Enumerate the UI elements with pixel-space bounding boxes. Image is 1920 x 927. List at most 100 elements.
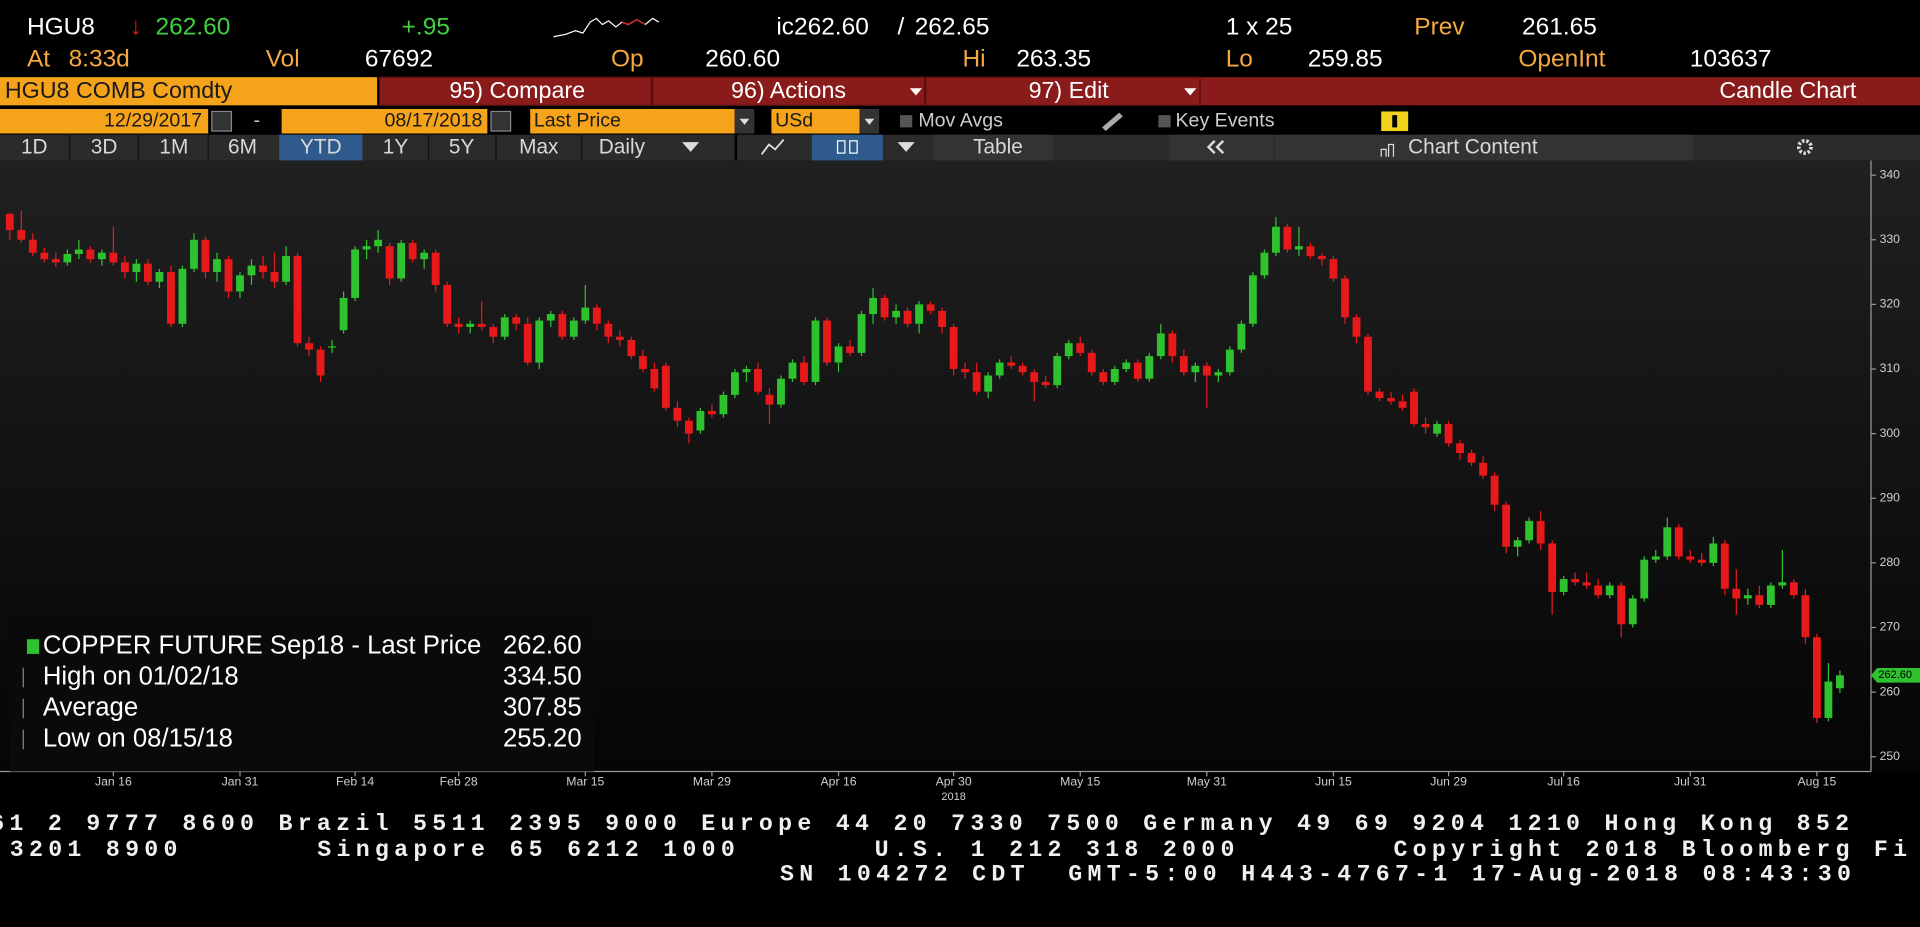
candle-body bbox=[684, 420, 693, 434]
candle-body bbox=[731, 372, 739, 395]
period-button[interactable]: 6M bbox=[228, 136, 257, 159]
end-date-field[interactable] bbox=[281, 109, 488, 134]
calendar-button[interactable] bbox=[490, 110, 512, 132]
candle-body bbox=[1214, 372, 1223, 376]
candle-body bbox=[1295, 246, 1303, 250]
candle-body bbox=[109, 252, 118, 263]
checkbox[interactable] bbox=[1158, 115, 1171, 128]
candle-body bbox=[443, 284, 452, 324]
candle-body bbox=[892, 310, 900, 318]
candle-body bbox=[604, 323, 613, 337]
candle-body bbox=[984, 375, 993, 392]
candle-body bbox=[535, 320, 544, 363]
oi-label: OpenInt bbox=[1518, 45, 1605, 72]
candle-body bbox=[120, 262, 129, 273]
candle-body bbox=[1398, 401, 1407, 408]
candle-body bbox=[926, 304, 935, 311]
actions-button[interactable] bbox=[652, 76, 926, 106]
candle-body bbox=[1076, 343, 1085, 353]
candle-body bbox=[949, 327, 958, 370]
period-button[interactable]: 1D bbox=[21, 136, 48, 159]
candle-body bbox=[1053, 356, 1062, 386]
candle-body bbox=[846, 346, 854, 353]
edit-button[interactable] bbox=[925, 76, 1201, 106]
candle-body bbox=[1732, 588, 1741, 599]
quote-header: HGU8 ↓ 262.60 +.95 ic262.60 / 262.65 1 x… bbox=[27, 14, 1772, 73]
vol-label: Vol bbox=[266, 45, 300, 72]
candle-body bbox=[1513, 540, 1522, 547]
period-button[interactable]: YTD bbox=[300, 136, 342, 159]
y-tick-label: 310 bbox=[1880, 361, 1901, 375]
period-button[interactable]: Max bbox=[519, 136, 559, 159]
candle-body bbox=[17, 230, 26, 240]
candle-body bbox=[719, 394, 728, 415]
candle-body bbox=[558, 314, 567, 337]
collapse-icon bbox=[1206, 139, 1225, 154]
candle-body bbox=[1410, 391, 1418, 424]
vol: 67692 bbox=[365, 45, 433, 72]
view-name: Candle Chart bbox=[1719, 77, 1857, 103]
period-button[interactable]: 1Y bbox=[383, 136, 409, 159]
candle-body bbox=[800, 362, 808, 382]
candle-body bbox=[1318, 255, 1326, 260]
collapse-button[interactable] bbox=[1169, 134, 1274, 161]
candle-body bbox=[1087, 352, 1096, 373]
candle-body bbox=[1168, 333, 1177, 357]
period-button[interactable]: 3D bbox=[91, 136, 118, 159]
y-tick-label: 330 bbox=[1880, 232, 1901, 246]
candle-body bbox=[247, 265, 256, 276]
candle-body bbox=[51, 259, 60, 263]
period-button[interactable]: 1M bbox=[159, 136, 188, 159]
checkbox[interactable] bbox=[900, 115, 913, 128]
direction-arrow: ↓ bbox=[130, 14, 142, 41]
chart-content-icon bbox=[1380, 143, 1395, 157]
x-tick-label: Apr 16 bbox=[821, 775, 857, 789]
candle-body bbox=[1628, 598, 1637, 625]
candle-body bbox=[1375, 391, 1384, 399]
candle-body bbox=[454, 323, 463, 328]
candle-body bbox=[190, 239, 198, 269]
x-tick-label: May 15 bbox=[1060, 775, 1100, 789]
candle-icon bbox=[849, 140, 858, 154]
candle-icon-button[interactable] bbox=[811, 134, 883, 161]
candle-body bbox=[1064, 343, 1073, 357]
candle-body bbox=[708, 411, 716, 415]
candle-body bbox=[1594, 585, 1603, 596]
dropdown-arrow bbox=[739, 118, 750, 125]
legend-value: 255.20 bbox=[503, 724, 582, 752]
legend-swatch bbox=[26, 639, 40, 654]
period-button[interactable]: 5Y bbox=[449, 136, 475, 159]
pencil-icon[interactable] bbox=[1102, 112, 1123, 132]
dropdown-arrow bbox=[897, 142, 915, 152]
candle-body bbox=[1824, 681, 1833, 718]
settings-icon[interactable] bbox=[1796, 139, 1813, 155]
candle-body bbox=[961, 369, 970, 373]
candle-body bbox=[328, 346, 336, 348]
candle-body bbox=[523, 323, 532, 363]
currency-select[interactable] bbox=[771, 109, 860, 134]
candle-body bbox=[569, 320, 578, 337]
calendar-button[interactable] bbox=[211, 110, 233, 132]
frequency[interactable]: Daily bbox=[599, 136, 646, 159]
candle-body bbox=[97, 252, 106, 260]
candle-body bbox=[408, 242, 417, 260]
field-select[interactable] bbox=[530, 109, 735, 134]
candle-body bbox=[1801, 595, 1810, 638]
line-chart-icon[interactable] bbox=[760, 139, 785, 155]
security-field[interactable] bbox=[0, 77, 378, 106]
candle-body bbox=[777, 378, 785, 405]
y-tick-label: 320 bbox=[1880, 297, 1901, 311]
table-button[interactable] bbox=[933, 134, 1054, 161]
candle-body bbox=[500, 317, 509, 337]
candle-body bbox=[615, 336, 624, 340]
candle-body bbox=[1755, 595, 1764, 605]
dropdown-arrow bbox=[682, 142, 700, 152]
candle-body bbox=[1720, 543, 1729, 589]
candle-body bbox=[1145, 356, 1154, 379]
prev: 261.65 bbox=[1522, 14, 1597, 41]
x-tick-label: Mar 29 bbox=[693, 775, 731, 789]
x-tick-label: Jul 16 bbox=[1547, 775, 1580, 789]
chart-content-button[interactable] bbox=[1274, 134, 1694, 161]
compare-button[interactable] bbox=[378, 76, 653, 106]
start-date-field[interactable] bbox=[0, 109, 209, 134]
